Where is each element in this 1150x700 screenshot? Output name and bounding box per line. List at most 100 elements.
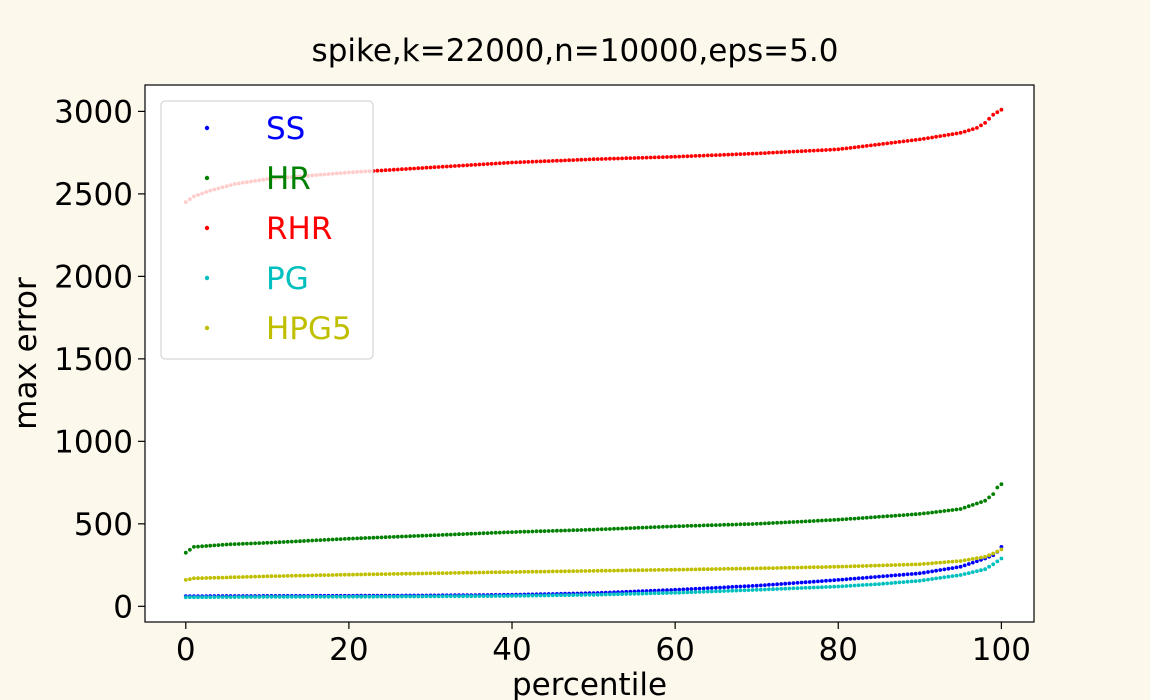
data-point [795,149,800,154]
data-point [648,568,653,572]
data-point [534,569,539,574]
data-point [640,591,645,596]
data-point [428,571,433,576]
data-point [624,592,629,596]
data-point [628,568,633,573]
data-point [881,142,885,146]
data-point [824,578,828,583]
data-point [481,594,486,598]
data-point [758,151,763,156]
data-point [444,164,449,169]
data-point [314,573,319,578]
data-point [803,565,808,570]
data-point [522,160,527,164]
data-point [869,143,873,148]
data-point [889,573,894,578]
data-point [897,513,902,518]
data-point [285,574,290,578]
data-point [750,588,755,592]
data-point [742,584,747,589]
data-point [546,529,551,533]
data-point [754,587,759,592]
data-point [673,154,677,159]
data-point [473,531,478,536]
data-point [828,565,832,569]
data-point [975,126,979,130]
data-point [975,559,979,564]
data-point [485,162,490,166]
data-point [979,500,983,504]
data-point [828,147,832,152]
data-point [526,160,531,164]
data-point [938,509,943,514]
data-point [269,574,274,579]
data-point [742,588,747,593]
data-point [966,562,971,566]
data-point [196,576,200,581]
data-point [767,566,771,570]
data-point [787,586,792,591]
data-point [599,527,604,532]
data-point [204,544,209,548]
data-point [734,152,739,157]
data-point [522,593,527,598]
data-point [432,594,437,599]
data-point [591,592,596,597]
data-point [669,567,673,572]
data-point [934,561,938,565]
data-point [550,159,555,163]
data-point [420,533,425,538]
data-point [824,518,828,523]
data-point [432,571,437,576]
data-point [661,591,665,595]
data-point [469,163,474,167]
data-point [661,568,665,572]
data-point [404,534,408,539]
data-point [579,569,584,573]
data-point [579,157,584,162]
data-point [204,576,209,580]
data-point [677,590,682,595]
data-point [424,571,429,576]
data-point [608,527,612,531]
data-point [693,523,698,528]
data-point [489,594,494,598]
data-point [542,569,547,574]
data-point [840,517,845,522]
data-point [265,540,270,545]
data-point [648,588,653,593]
data-point [779,520,784,525]
data-point [705,523,710,528]
data-point [987,553,991,558]
data-point [196,544,200,549]
data-point [212,595,217,599]
data-point [636,591,641,596]
y-axis-label: max error [8,277,44,430]
data-point [922,511,926,516]
data-point [448,164,453,169]
data-point [603,592,608,597]
data-point [563,528,567,533]
data-point [310,594,315,599]
data-point [775,520,779,525]
data-point [603,527,608,531]
data-point [991,551,996,556]
data-point [526,593,531,598]
data-point [889,514,894,518]
data-point [236,595,241,599]
data-point [245,595,249,599]
data-point [538,569,543,574]
data-point [726,566,731,571]
data-point [966,571,971,575]
data-point [563,593,567,598]
data-point [538,159,543,164]
data-point [481,570,486,575]
data-point [771,566,775,570]
data-point [310,538,315,543]
data-point [595,157,600,162]
data-point [816,565,820,569]
data-point [559,528,563,533]
data-point [595,592,600,597]
data-point [257,595,262,599]
data-point [685,154,690,159]
